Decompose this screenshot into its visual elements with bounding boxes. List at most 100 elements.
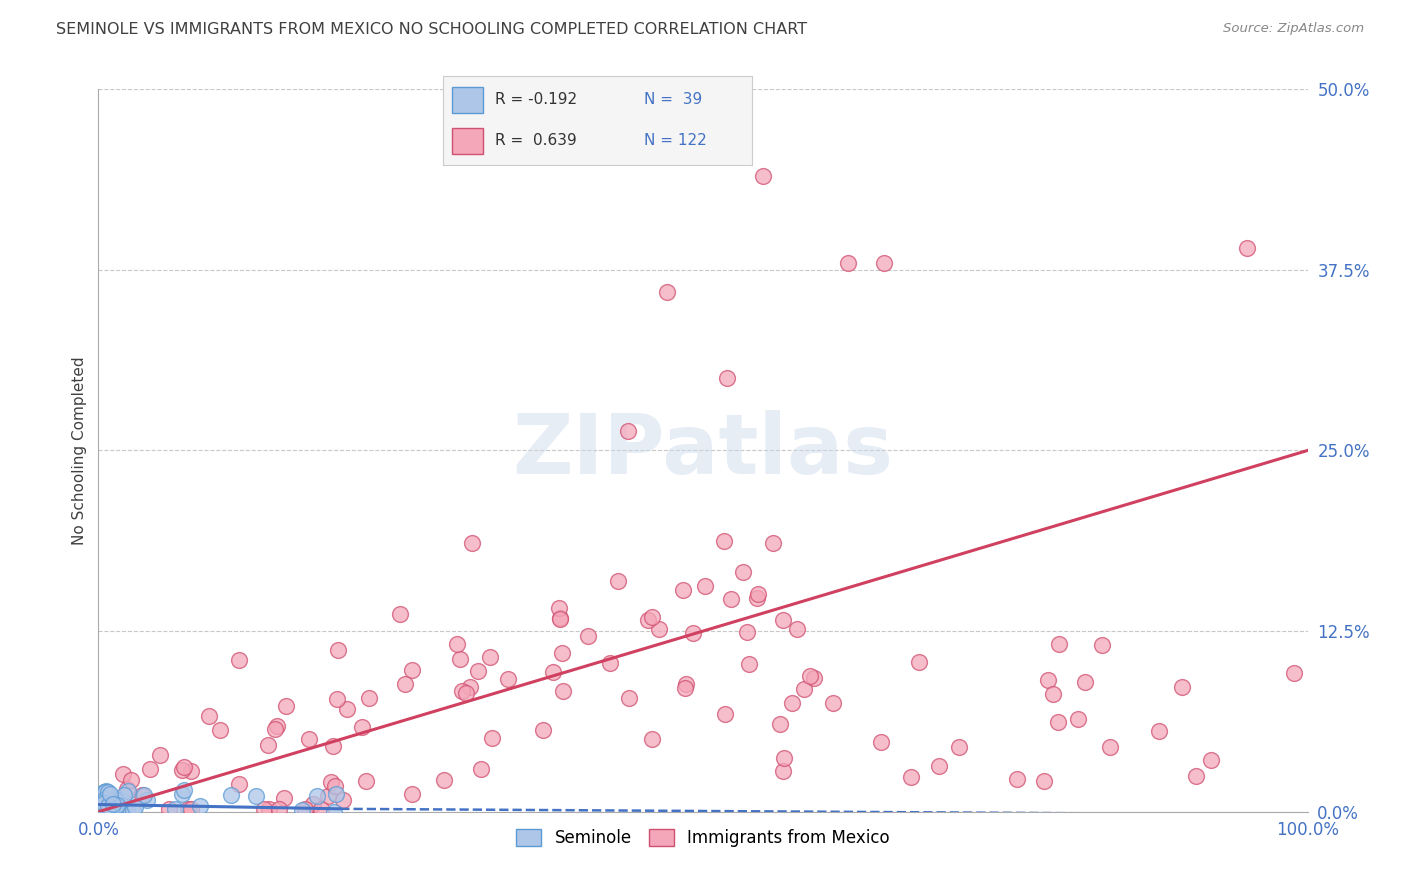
Point	[449, 651, 471, 665]
Text: N = 122: N = 122	[644, 134, 707, 148]
Point	[177, 802, 200, 816]
Point	[135, 793, 157, 807]
Point	[124, 800, 146, 814]
Point	[747, 587, 769, 601]
Point	[357, 690, 380, 705]
Point	[772, 613, 794, 627]
Point	[446, 637, 468, 651]
Point	[735, 625, 758, 640]
Y-axis label: No Schooling Completed: No Schooling Completed	[72, 356, 87, 545]
Point	[93, 785, 115, 799]
Point	[401, 663, 423, 677]
Point	[772, 751, 794, 765]
Point	[1005, 772, 1028, 786]
Point	[1091, 638, 1114, 652]
Point	[617, 424, 640, 438]
Point	[948, 739, 970, 754]
Point	[731, 565, 754, 579]
Point	[1199, 753, 1222, 767]
Point	[322, 739, 344, 753]
Point	[752, 169, 775, 183]
Point	[326, 692, 349, 706]
Point	[460, 680, 482, 694]
Point	[257, 738, 280, 752]
Point	[172, 763, 194, 777]
Point	[267, 802, 290, 816]
Point	[908, 655, 931, 669]
Text: Source: ZipAtlas.com: Source: ZipAtlas.com	[1223, 22, 1364, 36]
Point	[188, 798, 211, 813]
Point	[115, 802, 138, 816]
Point	[179, 764, 201, 778]
Point	[336, 702, 359, 716]
Point	[319, 774, 342, 789]
Point	[98, 802, 121, 816]
Point	[112, 788, 135, 802]
Point	[173, 759, 195, 773]
Point	[793, 681, 815, 696]
Point	[551, 646, 574, 660]
Point	[323, 805, 346, 819]
Point	[228, 776, 250, 790]
Point	[738, 657, 761, 672]
Point	[541, 665, 564, 679]
Point	[576, 629, 599, 643]
Point	[104, 803, 127, 817]
Point	[121, 803, 143, 817]
Point	[253, 802, 276, 816]
Point	[695, 580, 717, 594]
Point	[762, 536, 785, 550]
Point	[131, 789, 153, 803]
Point	[274, 699, 297, 714]
Point	[97, 798, 120, 813]
Point	[89, 801, 111, 815]
Point	[159, 802, 181, 816]
Point	[101, 797, 124, 811]
Point	[433, 772, 456, 787]
Point	[94, 785, 117, 799]
Point	[928, 759, 950, 773]
Point	[1185, 769, 1208, 783]
Point	[388, 607, 411, 621]
Point	[114, 797, 136, 812]
Point	[451, 683, 474, 698]
Point	[264, 722, 287, 736]
Point	[1284, 666, 1306, 681]
Text: ZIPatlas: ZIPatlas	[513, 410, 893, 491]
Point	[132, 788, 155, 802]
Point	[1036, 673, 1059, 687]
Point	[120, 772, 142, 787]
Point	[821, 697, 844, 711]
Point	[786, 622, 808, 636]
Text: N =  39: N = 39	[644, 93, 702, 107]
Point	[307, 789, 329, 804]
Point	[97, 785, 120, 799]
Point	[1236, 241, 1258, 255]
Point	[900, 770, 922, 784]
Point	[352, 720, 374, 734]
Point	[716, 371, 738, 385]
Point	[97, 804, 120, 818]
Point	[1171, 681, 1194, 695]
Point	[714, 706, 737, 721]
Point	[873, 255, 896, 269]
Point	[675, 676, 697, 690]
Point	[531, 723, 554, 737]
Point	[548, 601, 571, 615]
Point	[720, 591, 742, 606]
Point	[257, 802, 280, 816]
Point	[273, 790, 295, 805]
Point	[98, 787, 121, 801]
Point	[799, 669, 821, 683]
Point	[548, 611, 571, 625]
Point	[93, 799, 115, 814]
Point	[266, 719, 288, 733]
Point	[394, 677, 416, 691]
Point	[456, 686, 478, 700]
Point	[648, 622, 671, 636]
Point	[115, 781, 138, 796]
Point	[173, 783, 195, 797]
Point	[1067, 712, 1090, 726]
Bar	[453, 87, 484, 113]
Point	[837, 255, 859, 269]
